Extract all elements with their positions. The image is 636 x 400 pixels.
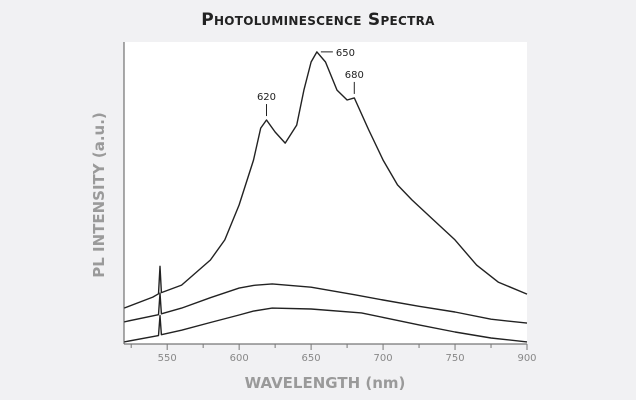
chart-title: Photoluminescence Spectra xyxy=(201,10,435,30)
spectrum-line-2 xyxy=(123,283,528,324)
x-tick-label: 900 xyxy=(517,353,536,364)
x-axis-label: WAVELENGTH (nm) xyxy=(245,374,406,392)
x-tick-label: 700 xyxy=(374,353,393,364)
spectrum-line-3 xyxy=(123,307,528,343)
y-axis-label: PL INTENSITY (a.u.) xyxy=(90,112,108,278)
x-tick-label: 650 xyxy=(302,353,321,364)
peak-label: 620 xyxy=(257,92,276,103)
plot-area xyxy=(124,42,527,344)
peak-label: 650 xyxy=(336,48,355,59)
x-tick-label: 600 xyxy=(230,353,249,364)
x-tick-label: 750 xyxy=(445,353,464,364)
spectrum-line-1 xyxy=(123,51,528,309)
peak-label: 680 xyxy=(345,70,364,81)
x-tick-label: 550 xyxy=(158,353,177,364)
